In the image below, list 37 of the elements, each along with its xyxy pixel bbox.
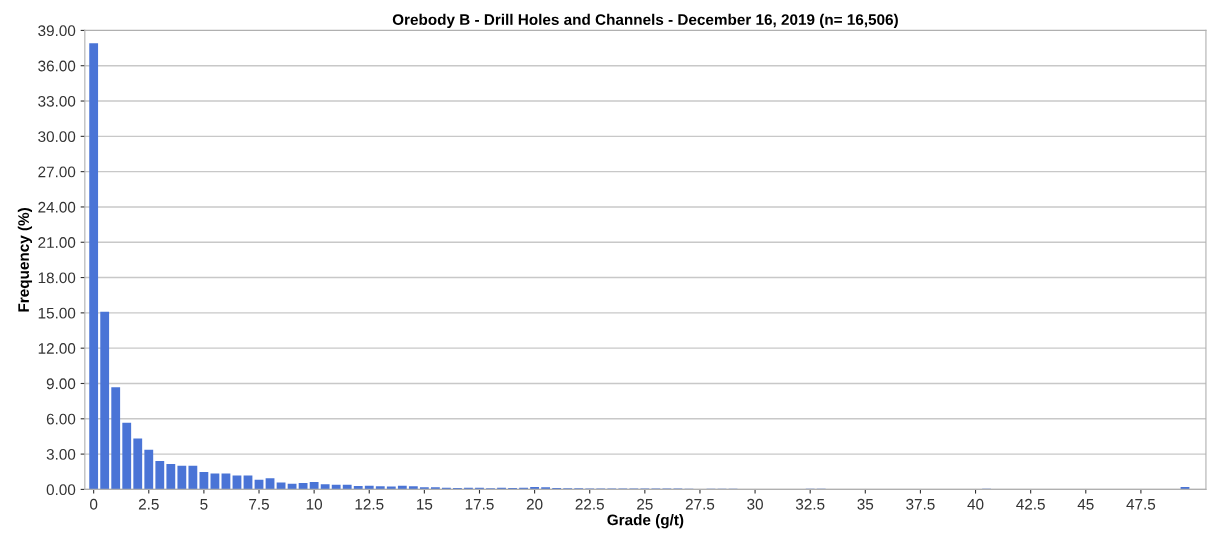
- x-axis-title: Grade (g/t): [607, 514, 684, 529]
- x-tick-label: 0: [90, 498, 98, 510]
- x-tick-label: 12.5: [355, 498, 384, 510]
- x-tick-label: 45: [1077, 498, 1094, 510]
- y-tick-label: 15.00: [38, 307, 76, 319]
- y-tick-label: 12.00: [38, 343, 76, 354]
- x-tick-label: 10: [306, 498, 323, 510]
- y-tick-label: 18.00: [38, 272, 76, 284]
- x-tick-label: 37.5: [906, 498, 935, 510]
- x-tick-label: 27.5: [685, 498, 715, 510]
- y-tick-label: 33.00: [38, 95, 76, 107]
- x-tick-label: 22.5: [575, 498, 604, 510]
- y-tick-label: 6.00: [46, 413, 76, 425]
- x-tick-label: 35: [857, 498, 874, 510]
- x-tick-label: 5: [200, 498, 208, 510]
- x-tick-label: 32.5: [795, 498, 825, 510]
- y-tick-label: 3.00: [46, 448, 76, 460]
- x-tick-label: 42.5: [1016, 498, 1045, 510]
- x-tick-label: 20: [526, 498, 543, 510]
- x-tick-label: 40: [967, 498, 984, 510]
- x-tick-label: 30: [747, 498, 763, 510]
- y-axis-title: Frequency (%): [17, 208, 33, 312]
- x-tick-label: 47.5: [1126, 498, 1156, 510]
- x-tick-label: 2.5: [138, 498, 159, 510]
- chart-title: Orebody B - Drill Holes and Channels - December 16, 2019 (n= 16,506): [392, 13, 898, 29]
- x-tick-label: 7.5: [249, 498, 269, 510]
- x-tick-label: 17.5: [465, 498, 494, 510]
- y-tick-label: 24.00: [38, 201, 76, 213]
- y-tick-label: 39.00: [38, 25, 76, 37]
- y-tick-label: 9.00: [46, 378, 76, 390]
- y-tick-label: 27.00: [38, 166, 76, 178]
- y-tick-label: 36.00: [38, 60, 76, 72]
- x-tick-label: 15: [417, 498, 433, 510]
- x-tick-label: 25: [637, 498, 653, 510]
- y-tick-label: 0.00: [46, 484, 76, 496]
- y-tick-label: 21.00: [38, 237, 76, 248]
- y-tick-label: 30.00: [38, 131, 76, 143]
